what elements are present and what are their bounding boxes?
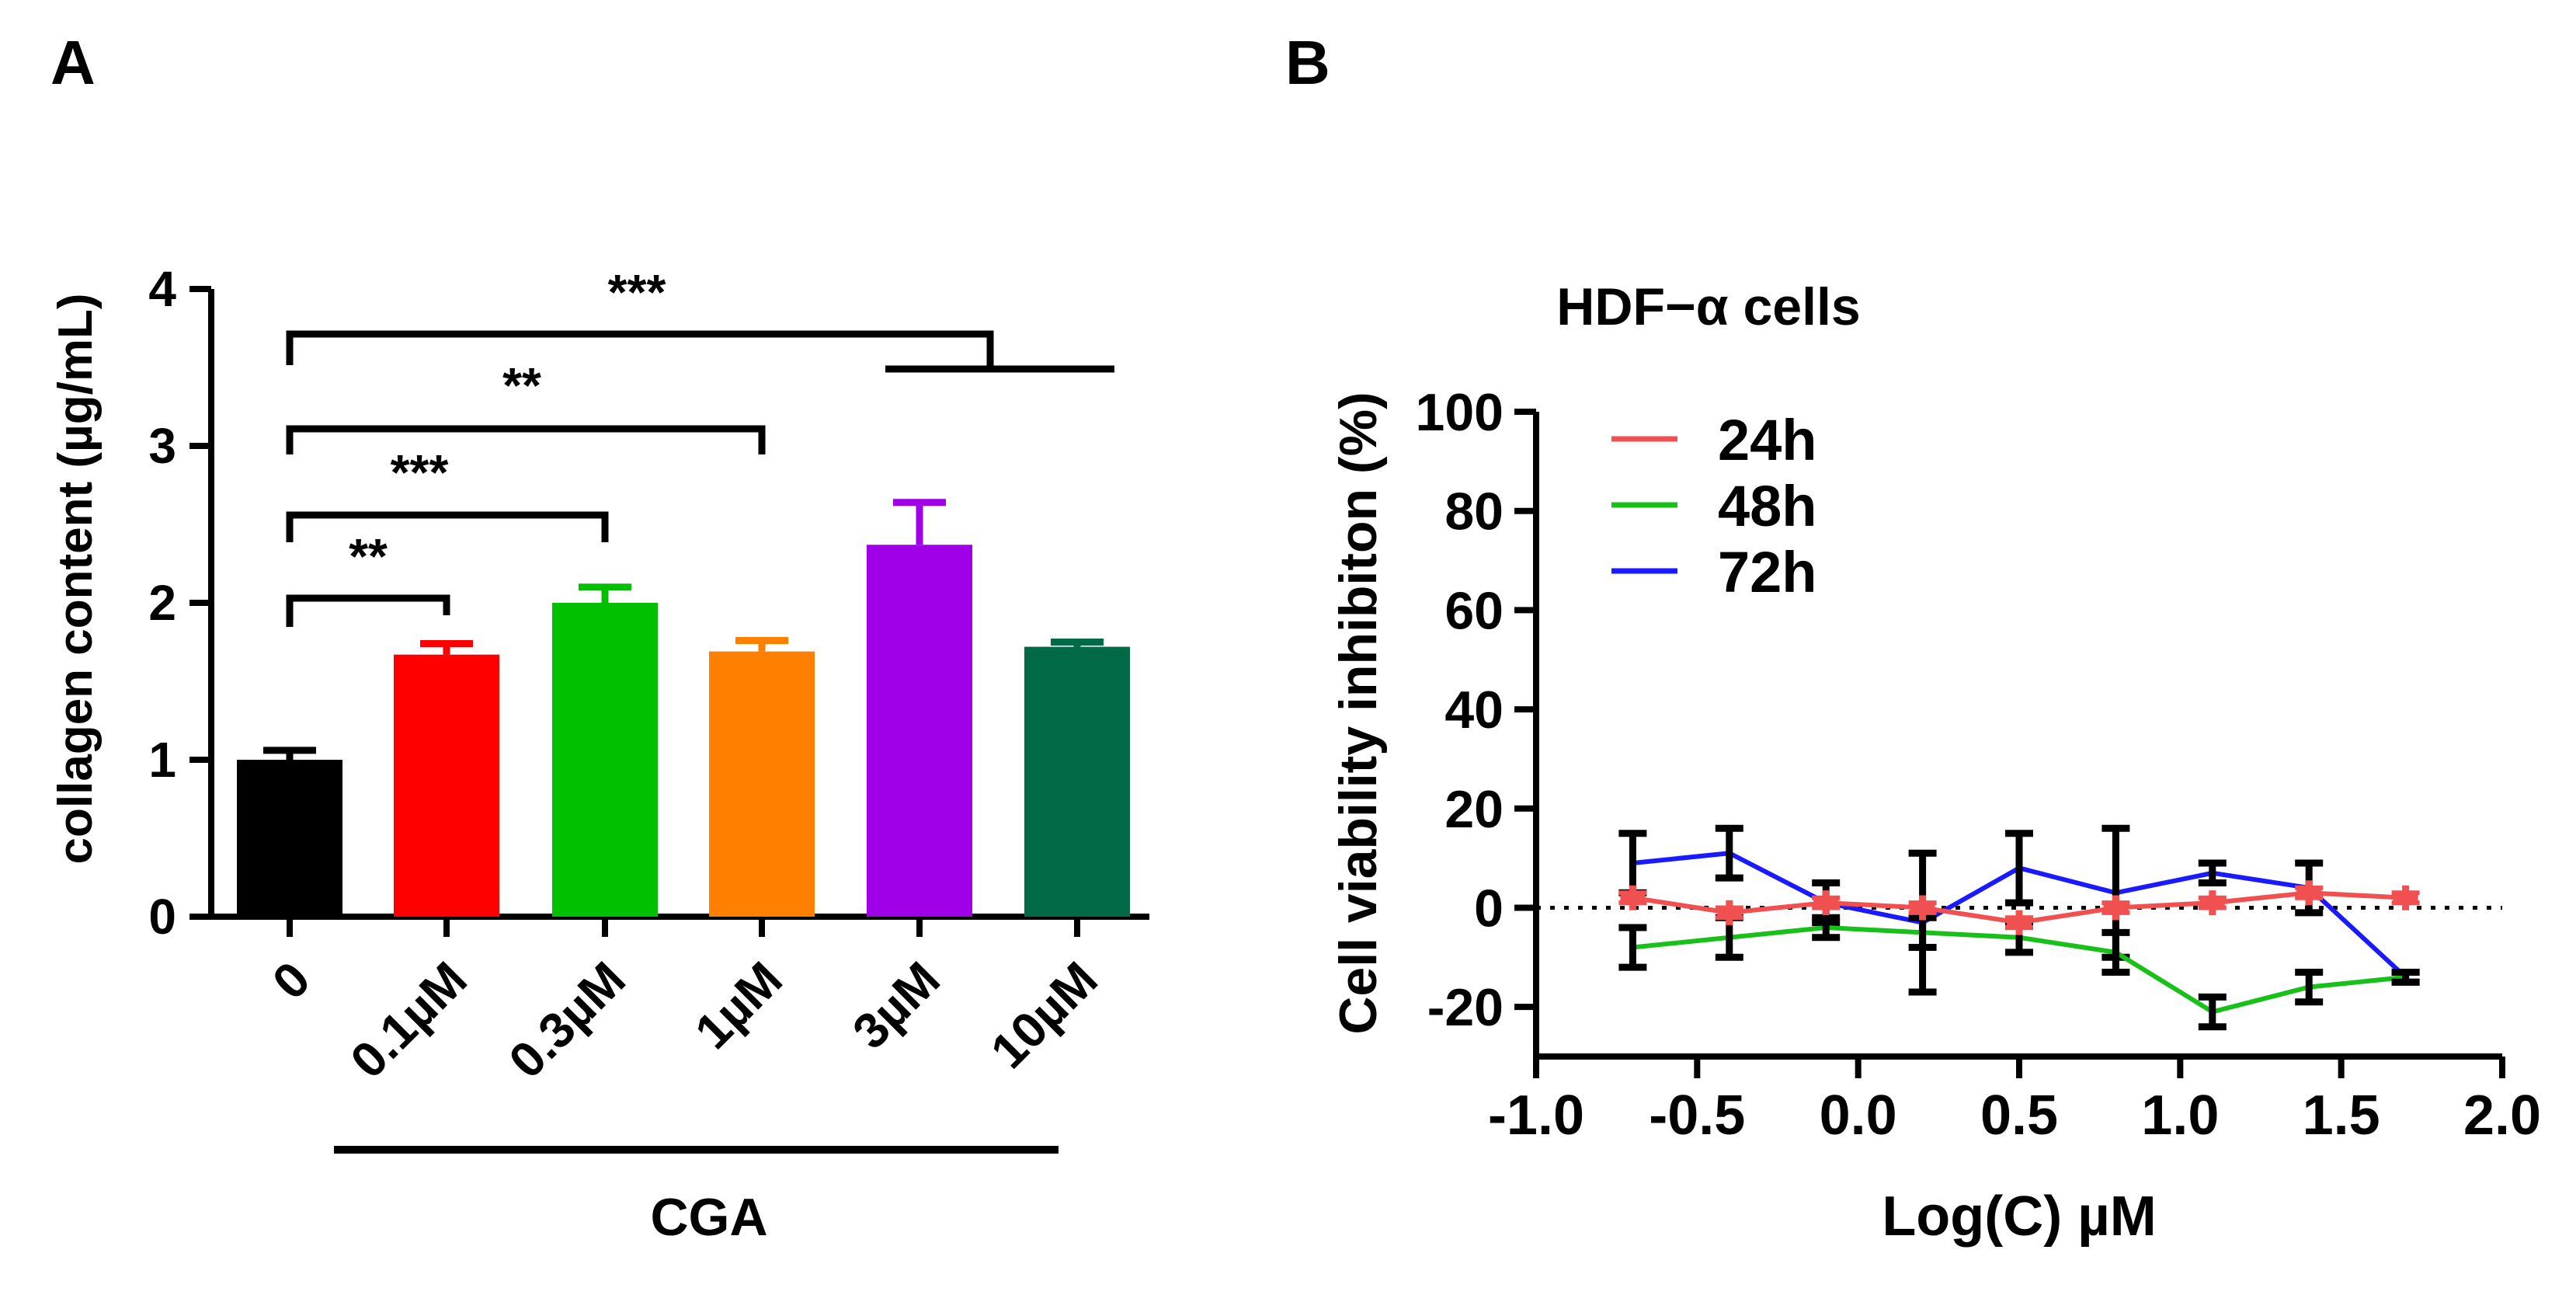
y-tick-label: 0	[148, 889, 176, 945]
x-tick-label: 0	[262, 951, 321, 1010]
x-tick-label: 2.0	[2463, 1084, 2541, 1147]
data-point-marker	[1813, 890, 1839, 916]
significance-bracket	[286, 511, 609, 542]
data-point-marker	[2296, 880, 2322, 906]
x-axis-label: Log(C) µM	[1882, 1185, 2156, 1248]
significance-stars: ***	[391, 444, 449, 500]
group-label: CGA	[650, 1188, 767, 1247]
data-point-marker	[1716, 900, 1742, 925]
y-tick-label: 1	[148, 732, 176, 788]
bar	[552, 603, 658, 917]
y-tick-label: 0	[1474, 879, 1504, 938]
significance-bracket	[286, 330, 994, 369]
x-tick-label: 3µM	[842, 951, 951, 1060]
chart-title: HDF−α cells	[1556, 277, 1860, 336]
y-axis-label: Cell viability inhibiton (%)	[1329, 392, 1388, 1034]
y-tick-label: 2	[148, 575, 176, 631]
significance-stars: **	[349, 528, 388, 584]
panel-a-label: A	[50, 28, 96, 97]
data-point-marker	[2199, 890, 2225, 916]
x-tick-label: 10µM	[980, 951, 1108, 1079]
significance-brackets: **********	[286, 264, 1114, 627]
panel-b-line-chart: HDF−α cells Cell viability inhibiton (%)…	[1329, 277, 2541, 1248]
y-tick-label: -20	[1427, 978, 1504, 1037]
y-tick-label: 20	[1444, 780, 1504, 839]
y-tick-label: 4	[148, 261, 176, 317]
x-tick-label: -1.0	[1488, 1084, 1584, 1147]
data-point-marker	[2007, 910, 2032, 935]
x-tick-label: 1.0	[2141, 1084, 2219, 1147]
axes: -20 0 20 40 60 80 100 -1.0 -0.5 0.0 0.5 1.0 1.5 2.0	[1416, 383, 2542, 1147]
significance-stars: ***	[608, 264, 666, 320]
significance-stars: **	[502, 357, 541, 413]
bar	[394, 654, 499, 917]
y-tick-label: 3	[148, 418, 176, 474]
legend-label: 48h	[1718, 474, 1817, 538]
y-tick-label: 100	[1416, 383, 1504, 442]
x-tick-label: 0.0	[1820, 1084, 1897, 1147]
series	[1618, 824, 2420, 1031]
data-point-marker	[1620, 885, 1646, 910]
x-tick-label: 1.5	[2303, 1084, 2380, 1147]
bar	[867, 545, 972, 917]
y-tick-label: 40	[1444, 681, 1504, 740]
x-tick-label: -0.5	[1649, 1084, 1745, 1147]
data-point-marker	[1910, 895, 1935, 921]
x-tick-label: 0.5	[1980, 1084, 2058, 1147]
bar	[1024, 646, 1130, 917]
data-point-marker	[2393, 885, 2418, 910]
significance-bracket	[286, 594, 450, 627]
significance-bracket	[286, 425, 766, 454]
bar	[237, 760, 342, 917]
data-point-marker	[2103, 895, 2129, 921]
y-tick-label: 80	[1444, 482, 1504, 541]
bar	[709, 651, 815, 917]
x-tick-label: 0.1µM	[339, 951, 478, 1089]
legend-label: 24h	[1718, 408, 1817, 472]
y-tick-label: 60	[1444, 581, 1504, 640]
x-tick-label: 0.3µM	[498, 951, 636, 1089]
panel-a-bar-chart: collagen content (µg/mL) 0 1 2 3 4 0 0.1µM 0.3µ…	[49, 261, 1149, 1247]
y-axis-label: collagen content (µg/mL)	[49, 294, 103, 865]
bars	[237, 499, 1130, 917]
legend-label: 72h	[1718, 540, 1817, 604]
x-tick-label: 1µM	[684, 951, 793, 1060]
panel-b-label: B	[1285, 28, 1330, 97]
